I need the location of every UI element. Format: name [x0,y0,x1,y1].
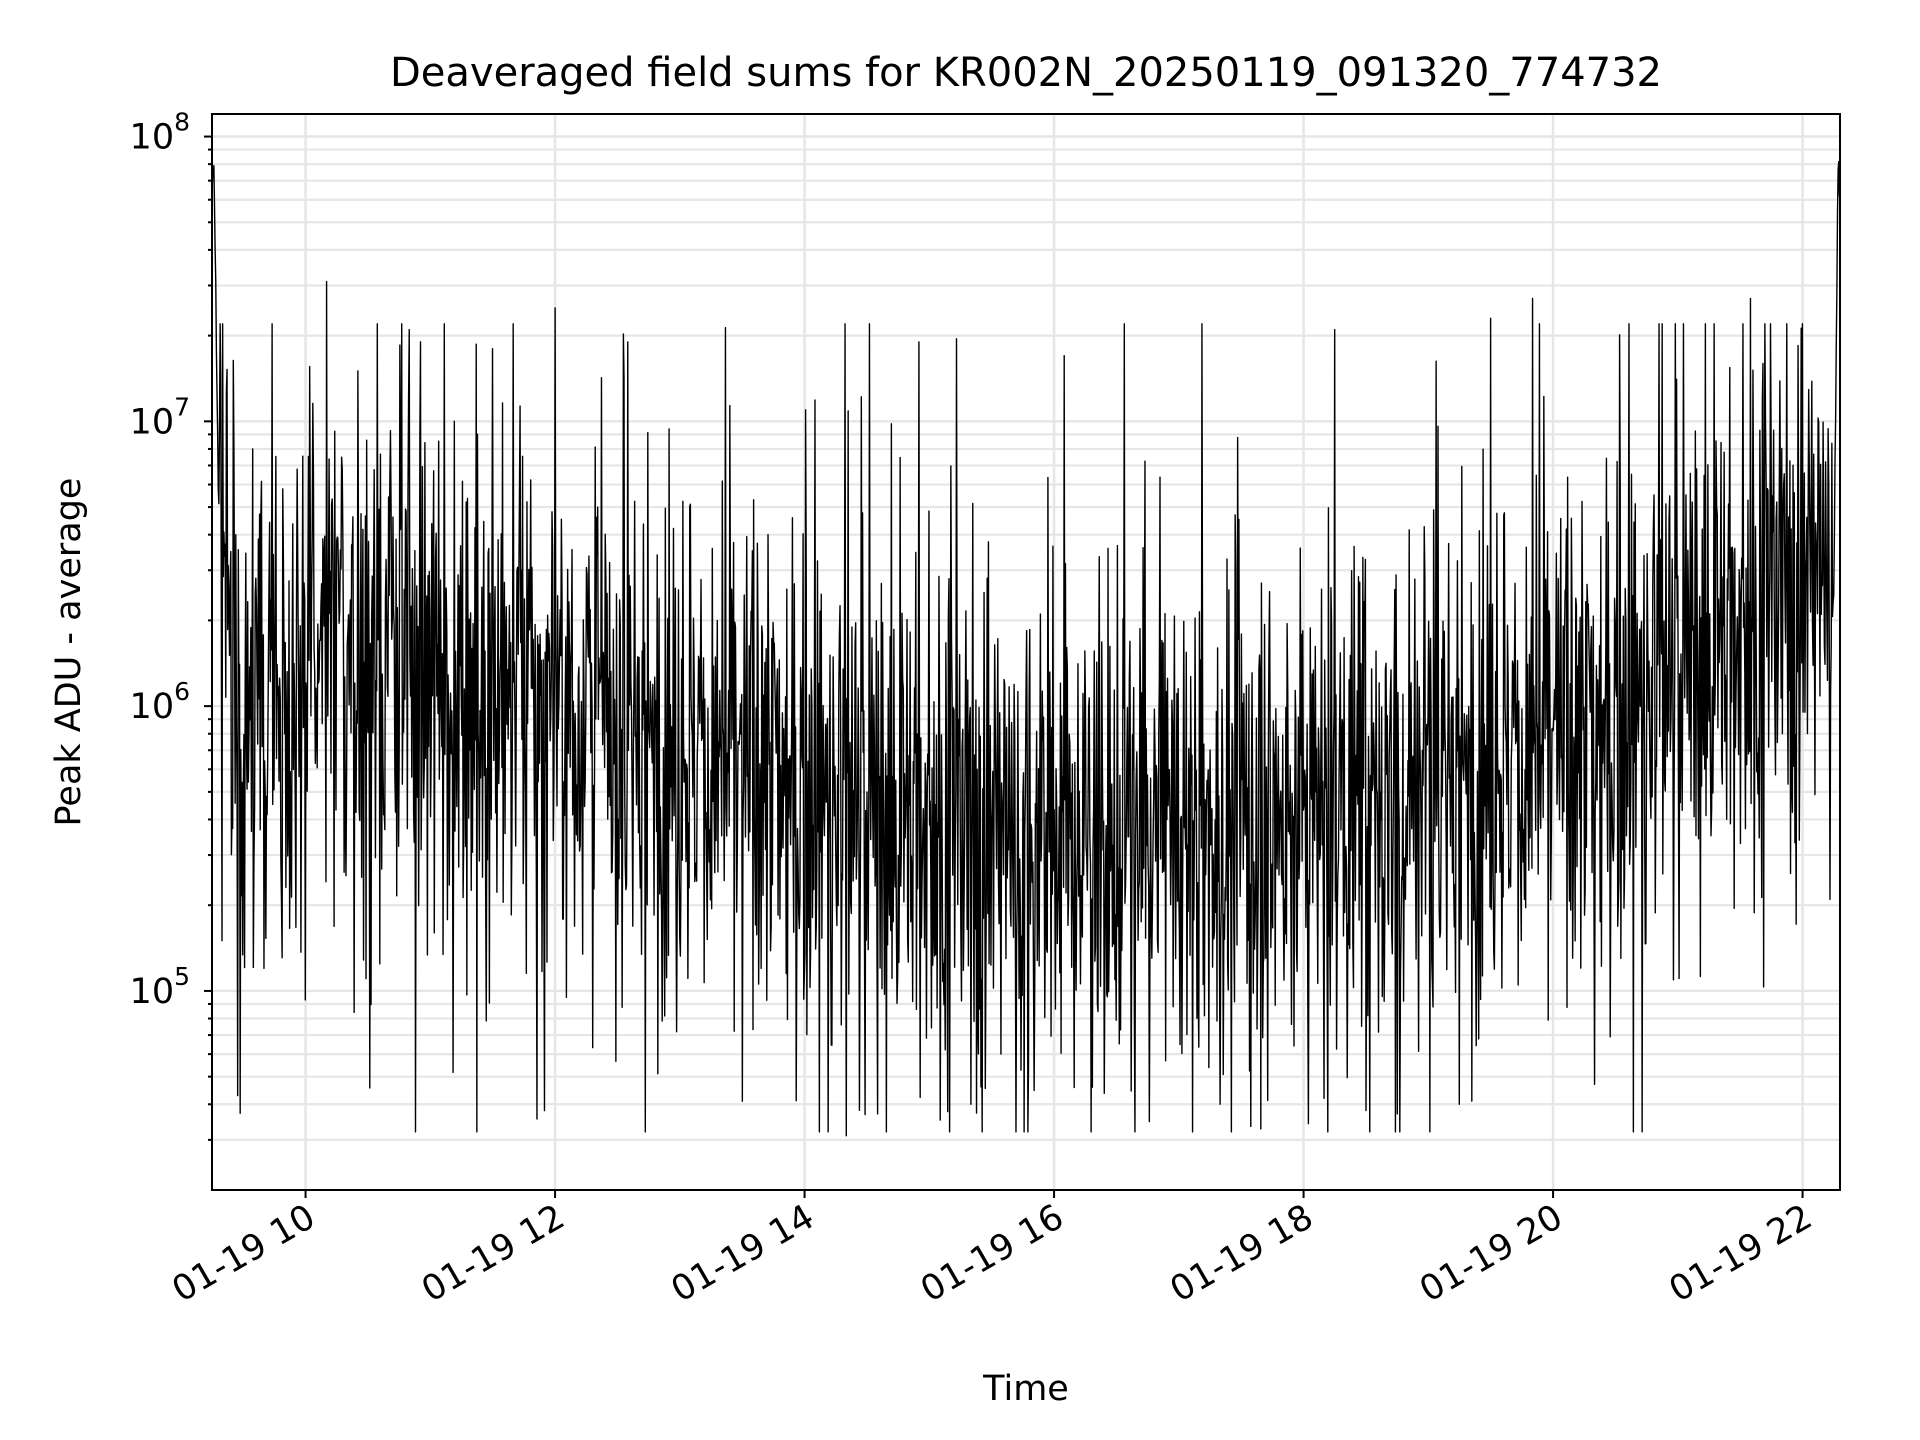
y-tick-label: 106 [130,677,190,727]
plot-frame [211,113,1841,1191]
y-axis-label: Peak ADU - average [49,478,89,827]
x-axis-label: Time [982,1369,1069,1409]
y-axis: 105 106 107 108 [130,108,212,1141]
y-tick-label: 108 [130,108,190,158]
y-tick-label: 105 [130,962,190,1012]
y-tick-label: 107 [130,392,190,442]
series-line [212,160,1840,1137]
chart-title: Deaveraged field sums for KR002N_2025011… [390,50,1662,96]
